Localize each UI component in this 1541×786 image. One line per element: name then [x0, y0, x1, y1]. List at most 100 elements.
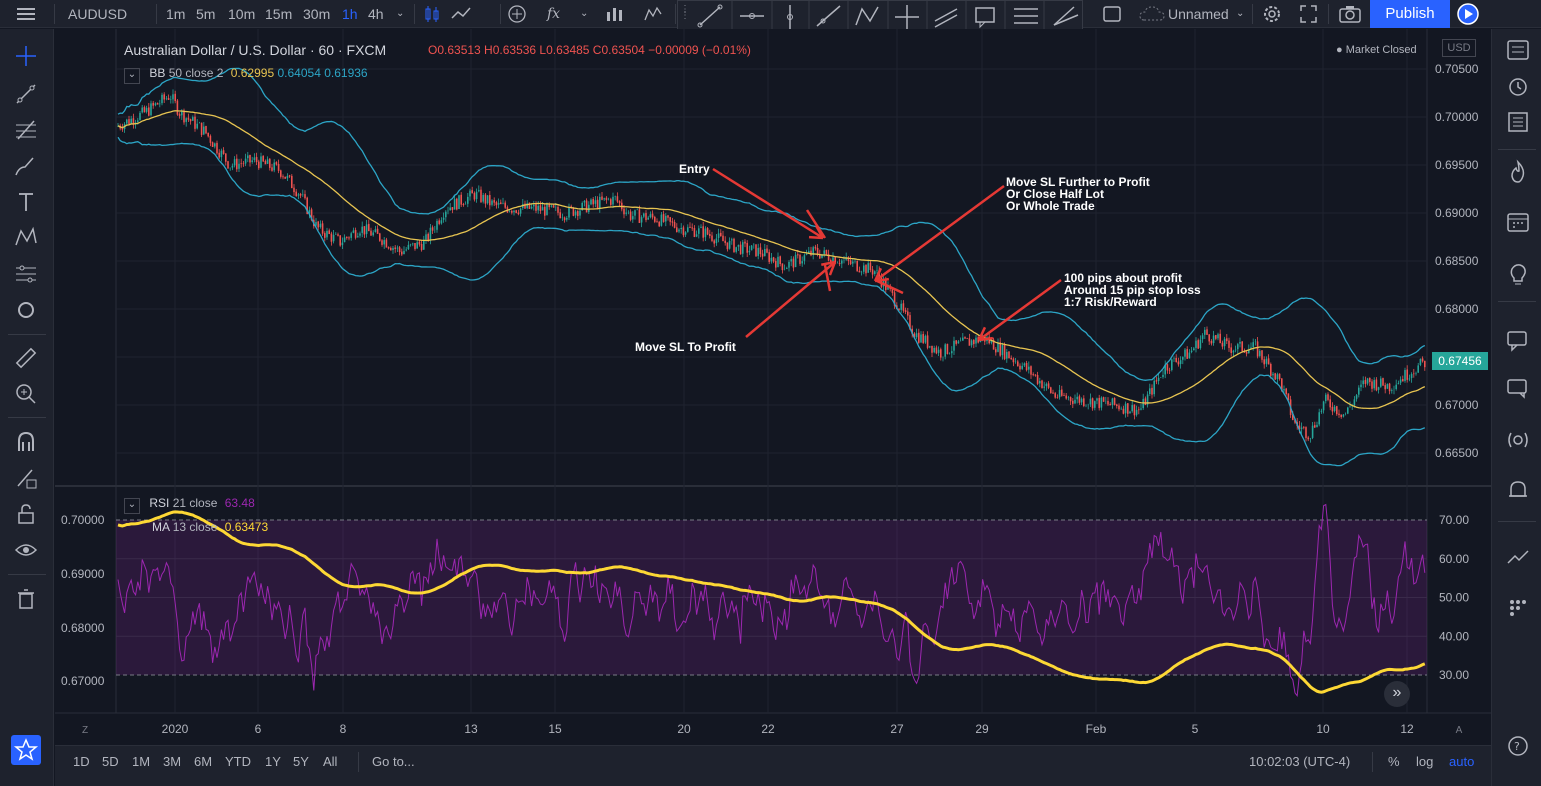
alarm-icon[interactable]: [1505, 73, 1531, 99]
trend-icon[interactable]: [1505, 545, 1531, 571]
chevron-down-icon[interactable]: ⌄: [396, 8, 405, 19]
annotation-move-sl-further[interactable]: Move SL Further to Profit Or Close Half …: [1006, 175, 1150, 213]
chart-type-icon[interactable]: [450, 0, 476, 28]
drag-handle-icon[interactable]: ⋮ ⋮: [680, 4, 690, 21]
prediction-icon[interactable]: [13, 261, 39, 287]
compare-icon[interactable]: [507, 0, 529, 28]
lock-icon[interactable]: [13, 501, 39, 527]
ruler-icon[interactable]: [13, 345, 39, 371]
sl-profit-arrow-head: [828, 261, 837, 276]
annotation-move-sl-profit[interactable]: Move SL To Profit: [635, 340, 736, 354]
range-5y[interactable]: 5Y: [293, 754, 309, 769]
hotlist-icon[interactable]: [1505, 159, 1531, 185]
menu-icon[interactable]: [16, 0, 38, 28]
interval-1m[interactable]: 1m: [166, 6, 186, 22]
streams-icon[interactable]: [1505, 427, 1531, 453]
range-1y[interactable]: 1Y: [265, 754, 281, 769]
horizontal-line-icon[interactable]: [740, 13, 764, 19]
templates-icon[interactable]: [643, 0, 665, 28]
settings-gear-icon[interactable]: [1262, 0, 1284, 28]
chevron-down-icon[interactable]: ⌄: [1236, 8, 1245, 19]
range-3m[interactable]: 3M: [163, 754, 182, 769]
camera-icon[interactable]: [1338, 0, 1362, 28]
range-ytd[interactable]: YTD: [225, 754, 251, 769]
range-all[interactable]: All: [323, 754, 338, 769]
interval-4h[interactable]: 4h: [368, 6, 384, 22]
brush-icon[interactable]: [13, 153, 39, 179]
gann-icon[interactable]: [1053, 6, 1079, 26]
star-button[interactable]: [11, 735, 41, 765]
auto-toggle[interactable]: auto: [1449, 754, 1475, 769]
eye-icon[interactable]: [13, 537, 39, 563]
crosshair-icon[interactable]: [13, 43, 39, 69]
range-5d[interactable]: 5D: [102, 754, 119, 769]
ray-icon[interactable]: [816, 5, 841, 27]
timezone-clock[interactable]: 10:02:03 (UTC-4): [1249, 754, 1351, 769]
axis-corner-left-label: Z: [82, 725, 88, 736]
layout-name[interactable]: Unnamed: [1168, 6, 1229, 22]
fib-icon[interactable]: [13, 117, 39, 143]
trendline-icon[interactable]: [13, 81, 39, 107]
rsi-legend[interactable]: ⌄ RSI 21 close 63.48: [124, 496, 255, 514]
price-axis-label: 0.68000: [1435, 302, 1479, 316]
annotation-profit[interactable]: 100 pips about profit Around 15 pip stop…: [1064, 271, 1201, 309]
collapse-icon[interactable]: ⌄: [124, 68, 140, 84]
play-icon[interactable]: [1456, 0, 1482, 28]
annotation-entry[interactable]: Entry: [679, 162, 710, 176]
cross-line-icon[interactable]: [895, 5, 919, 29]
lock-draw-icon[interactable]: [13, 465, 39, 491]
calendar-icon[interactable]: [1505, 209, 1531, 235]
chat-rooms-icon[interactable]: [1505, 375, 1531, 401]
interval-30m[interactable]: 30m: [303, 6, 331, 22]
notifications-icon[interactable]: [1505, 477, 1531, 503]
indicators-icon[interactable]: 𝑓x: [547, 6, 561, 22]
collapse-icon[interactable]: ⌄: [124, 498, 140, 514]
fib-retracement-icon[interactable]: [1014, 8, 1038, 24]
chart-area[interactable]: 0.70500 0.70000 0.69500 0.69000 0.68500 0.680…: [55, 29, 1491, 745]
goto-date-button[interactable]: Go to...: [372, 754, 415, 769]
help-icon[interactable]: ?: [1505, 733, 1531, 759]
zoom-icon[interactable]: [13, 381, 39, 407]
shape-icon[interactable]: [13, 297, 39, 323]
magnet-icon[interactable]: [13, 429, 39, 455]
interval-1h[interactable]: 1h: [342, 6, 358, 22]
pattern-tool-icon[interactable]: [855, 6, 879, 26]
percent-toggle[interactable]: %: [1388, 754, 1400, 769]
range-6m[interactable]: 6M: [194, 754, 213, 769]
divider: [8, 417, 46, 418]
range-1m[interactable]: 1M: [132, 754, 151, 769]
chat-icon[interactable]: [1505, 327, 1531, 353]
interval-5m[interactable]: 5m: [196, 6, 216, 22]
fullscreen-select-icon[interactable]: [1102, 0, 1124, 28]
grid-icon[interactable]: [1505, 595, 1531, 621]
candles-icon[interactable]: [422, 0, 442, 28]
cloud-icon: [1138, 0, 1166, 28]
interval-15m[interactable]: 15m: [265, 6, 293, 22]
news-icon[interactable]: [1505, 109, 1531, 135]
vertical-line-icon[interactable]: [787, 5, 793, 29]
scroll-to-realtime-button[interactable]: »: [1384, 681, 1410, 707]
log-toggle[interactable]: log: [1416, 754, 1434, 769]
ma-legend[interactable]: MA 13 close 0.63473: [152, 520, 268, 534]
trash-icon[interactable]: [13, 586, 39, 612]
text-icon[interactable]: [13, 189, 39, 215]
watchlist-icon[interactable]: [1505, 37, 1531, 63]
price-axis-label: 0.67000: [1435, 398, 1479, 412]
symbol-search[interactable]: AUDUSD: [68, 6, 128, 22]
interval-10m[interactable]: 10m: [228, 6, 256, 22]
bb-legend[interactable]: ⌄ BB 50 close 2 0.62995 0.64054 0.61936: [124, 66, 368, 84]
callout-icon[interactable]: [975, 7, 995, 29]
range-1d[interactable]: 1D: [73, 754, 90, 769]
publish-button[interactable]: Publish: [1370, 0, 1450, 28]
ideas-icon[interactable]: [1505, 261, 1531, 287]
bottom-toolbar: 1D 5D 1M 3M 6M YTD 1Y 5Y All Go to... 10:02:03 (…: [55, 745, 1491, 786]
chevron-down-icon[interactable]: ⌄: [580, 8, 589, 19]
currency-badge[interactable]: USD: [1442, 39, 1476, 57]
trendline-tool-icon[interactable]: [697, 4, 723, 28]
fullscreen-icon[interactable]: [1298, 0, 1320, 28]
left-axis-label: 0.67000: [61, 674, 105, 688]
pattern-icon[interactable]: [13, 225, 39, 251]
parallel-channel-icon[interactable]: [934, 8, 958, 28]
financials-icon[interactable]: [604, 0, 626, 28]
sl-profit-arrow: [745, 261, 836, 338]
